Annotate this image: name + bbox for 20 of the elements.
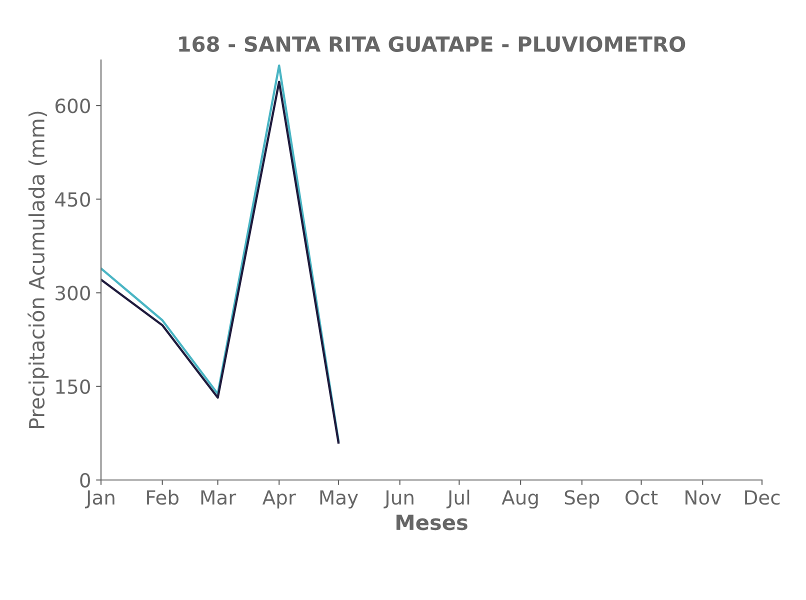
- x-tick-label: Dec: [745, 490, 780, 505]
- x-tick-label: May: [320, 490, 358, 509]
- x-tick-label: Jan: [85, 490, 114, 508]
- x-tick-label: Oct: [626, 490, 658, 505]
- x-axis-title: Meses: [396, 514, 468, 530]
- x-tick-label: Feb: [147, 490, 178, 505]
- y-axis-title: Precipitación Acumulada (mm): [28, 112, 49, 428]
- chart-title: 168 - SANTA RITA GUATAPE - PLUVIOMETRO: [179, 36, 686, 52]
- x-tick-label: Mar: [201, 490, 236, 505]
- y-tick-label: 450: [55, 192, 90, 207]
- y-tick-label: 150: [56, 379, 90, 394]
- x-tick-label: Jul: [446, 490, 470, 508]
- y-tick-label: 600: [56, 98, 90, 114]
- y-tick-label: 0: [80, 472, 90, 488]
- x-tick-label: Jun: [384, 490, 414, 508]
- x-tick-label: Apr: [262, 490, 296, 509]
- x-tick-label: Nov: [686, 490, 722, 505]
- x-tick-label: Aug: [502, 490, 538, 509]
- y-tick-label: 300: [56, 286, 90, 300]
- x-tick-label: Sep: [564, 490, 600, 509]
